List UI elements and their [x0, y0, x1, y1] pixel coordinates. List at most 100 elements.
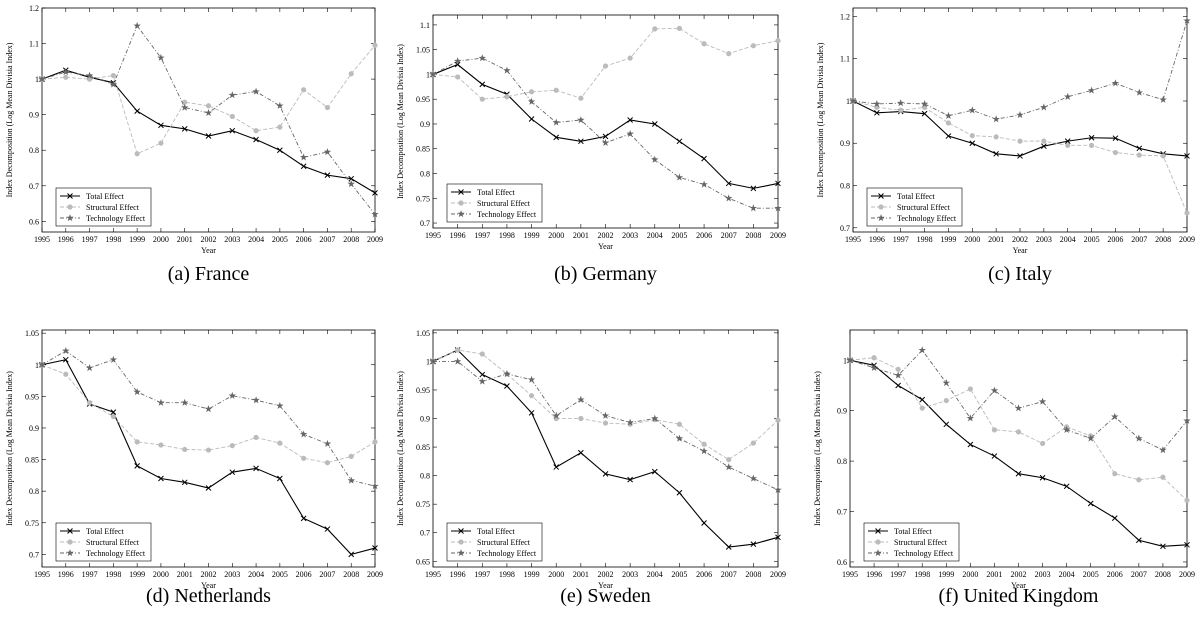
marker	[372, 439, 378, 445]
y-tick-label: 0.8	[420, 472, 430, 481]
y-tick-label: 1.1	[840, 55, 850, 64]
marker	[63, 371, 69, 377]
x-tick-label: 2003	[224, 235, 240, 244]
marker	[1111, 412, 1119, 420]
marker	[602, 471, 609, 477]
x-tick-label: 2006	[1107, 235, 1123, 244]
x-tick-label: 2007	[721, 570, 737, 579]
legend-label: Technology Effect	[477, 210, 537, 219]
y-tick-label: 0.9	[837, 407, 847, 416]
marker	[301, 87, 307, 93]
legend-label: Technology Effect	[477, 549, 537, 558]
marker	[109, 80, 118, 88]
marker	[1086, 434, 1095, 442]
x-tick-label: 2001	[573, 231, 589, 240]
x-axis-label: Year	[598, 581, 613, 590]
legend-label: Total Effect	[897, 192, 935, 201]
marker	[991, 453, 998, 459]
series-line	[41, 69, 376, 194]
marker	[1136, 537, 1142, 544]
x-tick-label: 1998	[499, 231, 515, 240]
y-tick-label: 0.9	[840, 139, 850, 148]
x-tick-label: 2008	[745, 570, 761, 579]
x-tick-label: 2009	[770, 570, 786, 579]
marker	[1062, 425, 1071, 434]
marker	[252, 87, 260, 95]
x-tick-label: 2001	[177, 570, 193, 579]
marker	[877, 214, 885, 222]
x-axis-label: Year	[201, 246, 216, 255]
marker	[701, 155, 707, 162]
y-tick-label: 0.95	[416, 386, 430, 395]
x-tick-label: 1999	[129, 570, 145, 579]
series-line	[41, 45, 376, 155]
legend-label: Structural Effect	[477, 199, 531, 208]
marker	[38, 360, 46, 368]
marker	[943, 421, 950, 428]
y-tick-label: 0.95	[25, 392, 39, 401]
y-tick-label: 0.8	[420, 170, 430, 179]
x-axis-label: Year	[598, 242, 613, 251]
x-tick-label: 1998	[914, 570, 930, 579]
marker	[943, 398, 949, 404]
y-tick-label: 0.7	[420, 219, 430, 228]
legend-label: Total Effect	[86, 192, 124, 201]
caption: (a) France	[168, 263, 250, 285]
marker	[774, 485, 782, 494]
marker	[651, 155, 659, 163]
y-tick-label: 0.7	[837, 508, 847, 517]
marker	[455, 74, 461, 80]
y-tick-label: 1.1	[29, 40, 39, 49]
x-tick-label: 1997	[82, 570, 98, 579]
y-tick-label: 0.95	[416, 95, 430, 104]
marker	[944, 111, 953, 119]
legend-label: Structural Effect	[86, 538, 140, 547]
marker	[967, 386, 973, 392]
marker	[942, 379, 951, 387]
marker	[750, 541, 757, 548]
marker	[875, 539, 881, 545]
marker	[601, 138, 610, 146]
marker	[553, 87, 559, 93]
series-line	[432, 63, 779, 189]
marker	[896, 99, 905, 107]
marker	[324, 104, 331, 111]
marker	[945, 120, 952, 126]
x-tick-label: 2006	[1107, 570, 1123, 579]
x-tick-label: 2009	[770, 231, 786, 240]
marker	[969, 133, 975, 139]
x-tick-label: 1995	[842, 570, 858, 579]
marker	[1039, 474, 1046, 481]
marker	[651, 121, 658, 127]
x-tick-label: 2004	[647, 231, 663, 240]
caption: (f) United Kingdom	[939, 585, 1099, 607]
marker	[577, 395, 585, 403]
marker	[724, 194, 733, 202]
x-tick-label: 2004	[1059, 570, 1075, 579]
y-tick-label: 1.05	[25, 329, 39, 338]
marker	[1041, 138, 1047, 144]
marker	[180, 103, 189, 111]
y-tick-label: 0.9	[29, 424, 39, 433]
marker	[458, 189, 464, 195]
marker	[993, 150, 999, 157]
marker	[66, 214, 74, 222]
marker	[651, 414, 659, 422]
x-tick-label: 2003	[1035, 570, 1051, 579]
marker	[991, 427, 998, 433]
marker	[919, 396, 926, 403]
x-tick-label: 1998	[499, 570, 515, 579]
marker	[204, 405, 213, 413]
marker	[504, 94, 510, 100]
marker	[229, 443, 235, 449]
x-tick-label: 2003	[622, 231, 638, 240]
x-tick-label: 1997	[474, 231, 490, 240]
series-line	[849, 359, 1188, 547]
marker	[205, 447, 212, 453]
x-tick-label: 2008	[343, 235, 359, 244]
marker	[1088, 142, 1095, 148]
marker	[371, 482, 379, 490]
series-line	[432, 349, 779, 548]
marker	[109, 355, 118, 363]
marker	[627, 117, 633, 123]
